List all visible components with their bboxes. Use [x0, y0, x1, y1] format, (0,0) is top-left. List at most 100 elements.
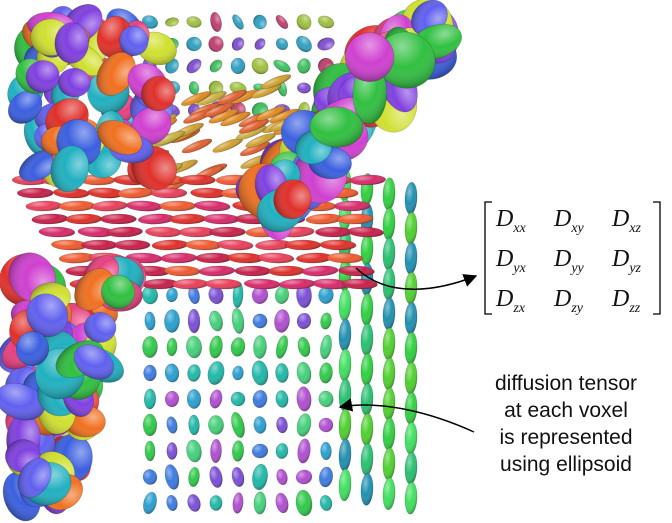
ellipsoid — [295, 489, 314, 517]
matrix-entry: Dxy — [553, 206, 585, 236]
ellipsoid — [230, 13, 246, 31]
ellipsoid — [251, 463, 269, 491]
ellipsoid-shade — [274, 492, 290, 514]
ellipsoid — [382, 178, 396, 211]
ellipsoid-shade — [318, 417, 334, 433]
matrix-entry: Dyz — [611, 246, 642, 276]
ellipsoid — [296, 438, 311, 464]
ellipsoid — [382, 418, 396, 451]
ellipsoid — [318, 417, 334, 433]
ellipsoid-shade — [167, 442, 177, 459]
ellipsoid-shade — [207, 309, 224, 332]
ellipsoid — [404, 332, 418, 365]
ellipsoid — [209, 11, 223, 32]
ellipsoid — [172, 279, 208, 290]
ellipsoid — [208, 335, 224, 359]
ellipsoid-shade — [26, 201, 62, 212]
ellipsoid — [165, 17, 180, 28]
ellipsoid-shade — [208, 465, 224, 489]
ellipsoid — [229, 411, 247, 439]
ellipsoid-shade — [274, 36, 291, 52]
ellipsoid — [275, 468, 289, 486]
ellipsoid-shade — [186, 364, 201, 383]
ellipsoid — [404, 362, 418, 395]
annotation-line: is represented — [499, 426, 632, 449]
ellipsoid-shade — [39, 227, 75, 238]
ellipsoid — [170, 214, 206, 225]
ellipsoid — [320, 442, 331, 460]
ellipsoid — [327, 252, 363, 263]
ellipsoid — [114, 240, 150, 250]
ellipsoid — [338, 289, 352, 322]
ellipsoid — [319, 494, 334, 512]
ellipsoid-shade — [208, 415, 224, 435]
ellipsoid — [206, 360, 227, 387]
ellipsoid-shade — [165, 494, 178, 511]
entry-subscript: xy — [570, 221, 584, 236]
ellipsoid — [208, 35, 225, 53]
ellipsoid — [404, 452, 418, 485]
ellipsoid-shade — [187, 467, 200, 488]
ellipsoid — [188, 309, 200, 333]
ellipsoid — [210, 227, 246, 237]
ellipsoid-shade — [163, 463, 181, 491]
ellipsoid — [199, 265, 235, 276]
ellipsoid-shade — [295, 468, 313, 485]
ellipsoid — [138, 213, 174, 225]
ellipsoid-shade — [315, 227, 351, 237]
ellipsoid — [194, 200, 230, 212]
ellipsoid — [404, 392, 418, 425]
ellipsoid — [164, 391, 179, 408]
ellipsoid — [360, 473, 374, 506]
ellipsoid-shade — [186, 335, 203, 358]
ellipsoid — [232, 365, 245, 380]
figure: DxxDxyDxzDyxDyyDyzDzxDzyDzz diffusion te… — [0, 0, 672, 523]
ellipsoid — [185, 439, 203, 463]
ellipsoid — [294, 12, 314, 32]
ellipsoid — [244, 278, 280, 289]
ellipsoid-shade — [285, 240, 321, 250]
ellipsoid-shade — [208, 335, 224, 359]
ellipsoid-shade — [316, 36, 336, 52]
matrix-entry: Dzx — [495, 286, 526, 316]
ellipsoid — [249, 55, 272, 78]
entry-subscript: zx — [512, 301, 525, 316]
ellipsoid — [167, 442, 177, 459]
ellipsoid-shade — [252, 13, 269, 31]
ellipsoid-shade — [295, 412, 313, 437]
ellipsoid — [382, 298, 396, 331]
ellipsoid-shade — [251, 463, 269, 491]
ellipsoid — [235, 266, 271, 276]
ellipsoid-shade — [296, 336, 312, 358]
ellipsoid-shade — [252, 443, 269, 458]
ellipsoid-shade — [295, 361, 312, 385]
ellipsoid — [338, 409, 352, 442]
ellipsoid — [274, 13, 291, 31]
ellipsoid — [295, 468, 313, 485]
ellipsoid — [188, 415, 199, 435]
right-bracket — [653, 202, 660, 314]
ellipsoid — [141, 491, 158, 515]
ellipsoid — [404, 302, 418, 335]
ellipsoid — [360, 443, 374, 476]
ellipsoid-shade — [252, 389, 269, 409]
matrix-entry: Dzy — [553, 286, 584, 316]
ellipsoid — [253, 416, 267, 434]
ellipsoid — [217, 239, 253, 251]
ellipsoid — [66, 214, 102, 225]
entry-subscript: yy — [569, 261, 584, 276]
ellipsoid — [319, 312, 332, 330]
ellipsoid — [293, 33, 315, 55]
ellipsoid — [296, 57, 312, 75]
ellipsoid-shade — [100, 214, 136, 224]
ellipsoid-shade — [230, 337, 247, 358]
ellipsoid — [231, 58, 245, 74]
ellipsoid-shade — [165, 17, 180, 28]
ellipsoid-shade — [294, 12, 314, 32]
ellipsoid — [338, 439, 352, 472]
ellipsoid — [316, 36, 336, 52]
ellipsoid-shade — [84, 312, 116, 342]
ellipsoid — [186, 335, 203, 358]
ellipsoid — [186, 364, 201, 383]
ellipsoid — [145, 441, 155, 461]
